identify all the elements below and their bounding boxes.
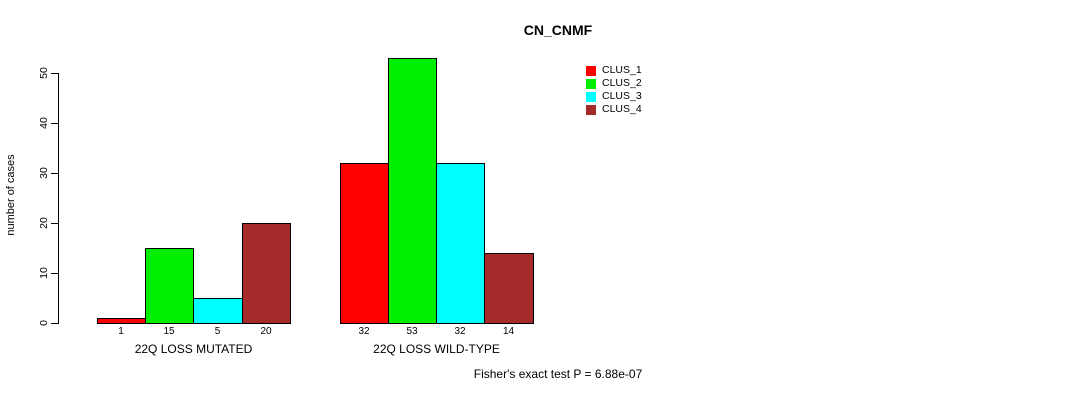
x-category-label: 22Q LOSS WILD-TYPE [373, 342, 500, 356]
bar-clus_2-group1 [145, 248, 194, 324]
y-axis-line [58, 73, 59, 324]
legend-label: CLUS_2 [602, 77, 642, 89]
legend-item: CLUS_3 [586, 90, 642, 103]
legend: CLUS_1 CLUS_2 CLUS_3 CLUS_4 [586, 64, 642, 116]
bar-value-label: 53 [406, 326, 418, 337]
y-tick [51, 323, 58, 324]
y-tick [51, 273, 58, 274]
fisher-test-annotation: Fisher's exact test P = 6.88e-07 [473, 367, 643, 381]
legend-label: CLUS_4 [602, 103, 642, 115]
bar-value-label: 32 [358, 326, 370, 337]
bar-clus_4-group1 [242, 223, 291, 324]
legend-item: CLUS_4 [586, 103, 642, 116]
y-tick-label: 40 [38, 117, 50, 129]
legend-swatch-clus_3 [586, 91, 596, 102]
bar-clus_3-group1 [193, 298, 243, 324]
y-tick-label: 50 [38, 67, 50, 79]
y-tick-label: 20 [38, 217, 50, 229]
y-tick-label: 10 [38, 267, 50, 279]
legend-label: CLUS_1 [602, 64, 642, 76]
bar-value-label: 5 [214, 326, 221, 337]
legend-item: CLUS_2 [586, 77, 642, 90]
y-tick [51, 73, 58, 74]
bar-clus_2-group2 [388, 58, 437, 324]
y-tick-label: 30 [38, 167, 50, 179]
bar-clus_3-group2 [436, 163, 485, 324]
y-axis-label: number of cases [5, 154, 17, 236]
legend-swatch-clus_1 [586, 65, 596, 76]
y-tick [51, 173, 58, 174]
bar-value-label: 14 [502, 326, 515, 337]
legend-item: CLUS_1 [586, 64, 642, 77]
bar-value-label: 15 [163, 326, 175, 337]
legend-swatch-clus_2 [586, 78, 596, 89]
chart-title: CN_CNMF [523, 22, 593, 38]
legend-swatch-clus_4 [586, 104, 596, 115]
y-tick [51, 223, 58, 224]
bar-value-label: 20 [260, 326, 272, 337]
x-category-label: 22Q LOSS MUTATED [134, 342, 253, 356]
bar-value-label: 32 [454, 326, 466, 337]
y-tick-label: 0 [38, 320, 50, 326]
y-tick [51, 123, 58, 124]
bar-clus_1-group2 [340, 163, 389, 324]
bar-clus_4-group2 [484, 253, 534, 324]
bar-clus_1-group1 [97, 318, 146, 324]
bar-value-label: 1 [118, 326, 124, 337]
legend-label: CLUS_3 [602, 90, 642, 102]
